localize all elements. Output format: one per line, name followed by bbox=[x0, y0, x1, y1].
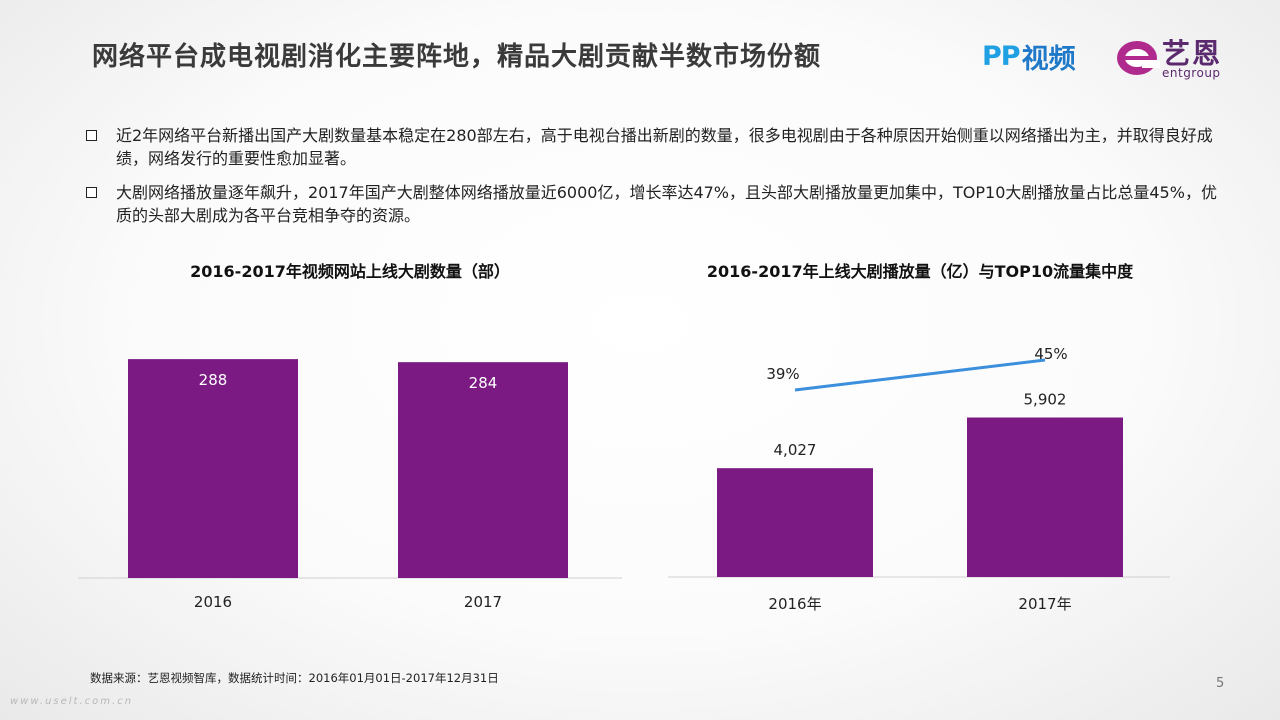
entgroup-logo-en: entgroup bbox=[1162, 66, 1221, 80]
line-data-label: 39% bbox=[766, 365, 799, 383]
drama-count-bar-chart: 288 2016 284 2017 bbox=[78, 359, 622, 611]
entgroup-logo-cn: 艺恩 bbox=[1162, 37, 1223, 70]
bullet-text: 大剧网络播放量逐年飙升，2017年国产大剧整体网络播放量近6000亿，增长率达4… bbox=[116, 183, 1217, 225]
entgroup-logo: 艺恩 entgroup bbox=[1114, 32, 1240, 82]
bullet-list: 近2年网络平台新播出国产大剧数量基本稳定在280部左右，高于电视台播出新剧的数量… bbox=[86, 124, 1226, 238]
pptv-logo-mark: PP bbox=[982, 40, 1021, 72]
logos: PP 视频 艺恩 entgroup bbox=[982, 32, 1242, 82]
page-number: 5 bbox=[1216, 676, 1225, 691]
bar bbox=[398, 362, 568, 578]
x-tick-label: 2017 bbox=[464, 593, 502, 611]
line-series bbox=[794, 358, 1046, 392]
bar-data-label: 284 bbox=[469, 374, 498, 392]
bar bbox=[717, 468, 873, 577]
page-title: 网络平台成电视剧消化主要阵地，精品大剧贡献半数市场份额 bbox=[92, 42, 822, 72]
chart2-title: 2016-2017年上线大剧播放量（亿）与TOP10流量集中度 bbox=[706, 262, 1134, 281]
bar bbox=[967, 417, 1123, 577]
line-data-label: 45% bbox=[1034, 345, 1067, 363]
x-tick-label: 2017年 bbox=[1018, 595, 1071, 613]
bar-data-label: 288 bbox=[199, 371, 228, 389]
play-volume-combo-chart: 4,027 2016年 5,902 2017年 39% 45% bbox=[668, 345, 1170, 613]
bar-data-label: 5,902 bbox=[1024, 391, 1067, 409]
bullet-square-icon bbox=[86, 130, 97, 141]
bullet-square-icon bbox=[86, 187, 97, 198]
entgroup-e-icon bbox=[1117, 41, 1160, 75]
x-tick-label: 2016年 bbox=[768, 595, 821, 613]
bullet-item: 近2年网络平台新播出国产大剧数量基本稳定在280部左右，高于电视台播出新剧的数量… bbox=[86, 124, 1226, 170]
bullet-text: 近2年网络平台新播出国产大剧数量基本稳定在280部左右，高于电视台播出新剧的数量… bbox=[116, 126, 1213, 168]
pptv-logo: PP 视频 bbox=[982, 36, 1076, 76]
bar bbox=[128, 359, 298, 578]
watermark: www.uselt.com.cn bbox=[10, 696, 134, 707]
bar-data-label: 4,027 bbox=[774, 441, 817, 459]
data-source-note: 数据来源：艺恩视频智库，数据统计时间：2016年01月01日-2017年12月3… bbox=[90, 671, 499, 685]
x-tick-label: 2016 bbox=[194, 593, 232, 611]
pptv-logo-text: 视频 bbox=[1021, 43, 1076, 75]
bullet-item: 大剧网络播放量逐年飙升，2017年国产大剧整体网络播放量近6000亿，增长率达4… bbox=[86, 181, 1226, 227]
chart1-title: 2016-2017年视频网站上线大剧数量（部） bbox=[190, 262, 510, 281]
